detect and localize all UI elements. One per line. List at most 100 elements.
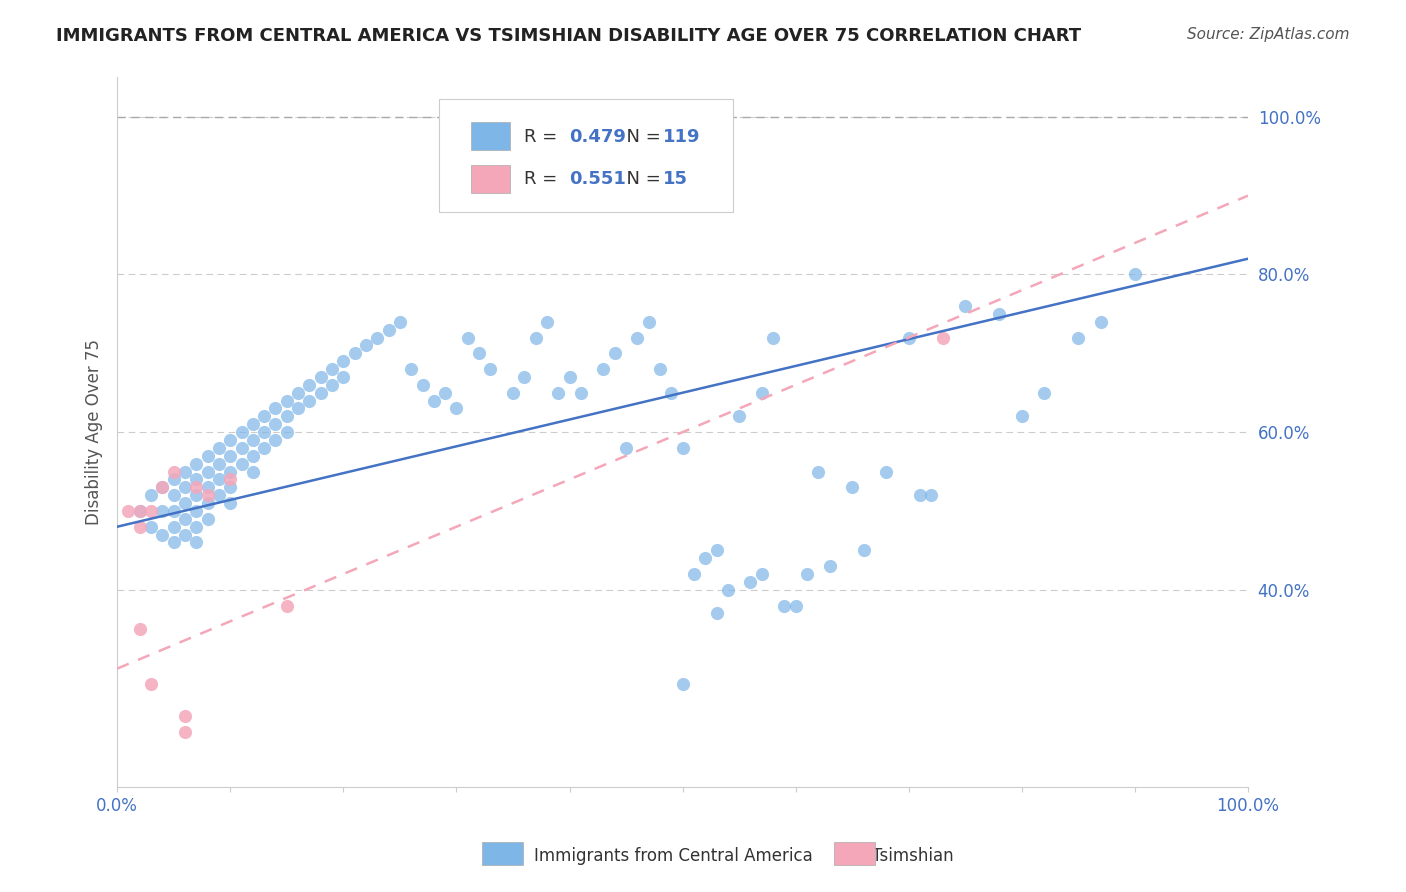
Point: [276, 599, 298, 613]
Point: [139, 677, 162, 691]
Point: [309, 385, 332, 400]
Point: [287, 401, 309, 416]
Point: [186, 480, 208, 494]
Point: [139, 488, 162, 502]
Point: [931, 330, 953, 344]
Point: [852, 543, 875, 558]
Point: [163, 472, 186, 486]
Point: [264, 401, 287, 416]
Point: [354, 338, 377, 352]
Point: [197, 465, 219, 479]
Point: [287, 385, 309, 400]
Point: [197, 512, 219, 526]
Point: [411, 377, 433, 392]
Point: [219, 472, 242, 486]
Point: [128, 504, 150, 518]
Point: [717, 582, 740, 597]
Point: [875, 465, 897, 479]
Point: [208, 488, 231, 502]
Point: [536, 315, 558, 329]
Point: [139, 504, 162, 518]
Point: [332, 370, 354, 384]
Point: [683, 567, 706, 582]
Point: [502, 385, 524, 400]
Point: [818, 559, 841, 574]
Point: [276, 425, 298, 439]
Point: [332, 354, 354, 368]
FancyBboxPatch shape: [471, 165, 509, 193]
Point: [139, 519, 162, 533]
Point: [174, 480, 197, 494]
Point: [1123, 268, 1146, 282]
Text: N =: N =: [614, 128, 666, 145]
Point: [242, 417, 264, 432]
Point: [208, 472, 231, 486]
Point: [671, 677, 693, 691]
Point: [128, 519, 150, 533]
Point: [706, 607, 728, 621]
Point: [276, 393, 298, 408]
Point: [908, 488, 931, 502]
Point: [231, 457, 253, 471]
Point: [128, 504, 150, 518]
Point: [423, 393, 446, 408]
Point: [841, 480, 863, 494]
Point: [253, 409, 276, 424]
Point: [174, 465, 197, 479]
Point: [276, 409, 298, 424]
Point: [128, 622, 150, 636]
Point: [186, 457, 208, 471]
Point: [174, 496, 197, 510]
Point: [174, 709, 197, 723]
Text: 119: 119: [664, 128, 700, 145]
Text: 15: 15: [664, 170, 689, 188]
Point: [264, 417, 287, 432]
Point: [298, 393, 321, 408]
Point: [785, 599, 807, 613]
Point: [242, 449, 264, 463]
Point: [558, 370, 581, 384]
Point: [1011, 409, 1033, 424]
Text: IMMIGRANTS FROM CENTRAL AMERICA VS TSIMSHIAN DISABILITY AGE OVER 75 CORRELATION : IMMIGRANTS FROM CENTRAL AMERICA VS TSIMS…: [56, 27, 1081, 45]
Y-axis label: Disability Age Over 75: Disability Age Over 75: [86, 339, 103, 525]
Point: [388, 315, 411, 329]
Point: [208, 457, 231, 471]
Point: [648, 362, 671, 376]
Text: Source: ZipAtlas.com: Source: ZipAtlas.com: [1187, 27, 1350, 42]
Point: [152, 527, 174, 541]
Text: Tsimshian: Tsimshian: [872, 847, 953, 865]
Text: 0.479: 0.479: [569, 128, 627, 145]
Point: [751, 385, 773, 400]
Text: R =: R =: [524, 170, 564, 188]
Point: [479, 362, 502, 376]
Point: [186, 535, 208, 549]
Point: [659, 385, 682, 400]
Point: [231, 425, 253, 439]
Point: [253, 425, 276, 439]
Point: [592, 362, 614, 376]
Point: [434, 385, 457, 400]
Point: [219, 496, 242, 510]
Point: [117, 504, 139, 518]
Point: [773, 599, 796, 613]
Point: [253, 441, 276, 455]
Point: [897, 330, 920, 344]
Point: [751, 567, 773, 582]
Point: [197, 449, 219, 463]
Point: [219, 480, 242, 494]
Point: [614, 441, 637, 455]
Point: [186, 472, 208, 486]
Point: [796, 567, 818, 582]
Point: [321, 377, 343, 392]
Text: R =: R =: [524, 128, 564, 145]
Point: [1090, 315, 1112, 329]
Point: [468, 346, 491, 360]
Point: [186, 488, 208, 502]
Point: [706, 543, 728, 558]
Point: [163, 465, 186, 479]
Point: [920, 488, 942, 502]
Point: [163, 504, 186, 518]
Point: [163, 519, 186, 533]
Point: [513, 370, 536, 384]
Point: [377, 323, 399, 337]
